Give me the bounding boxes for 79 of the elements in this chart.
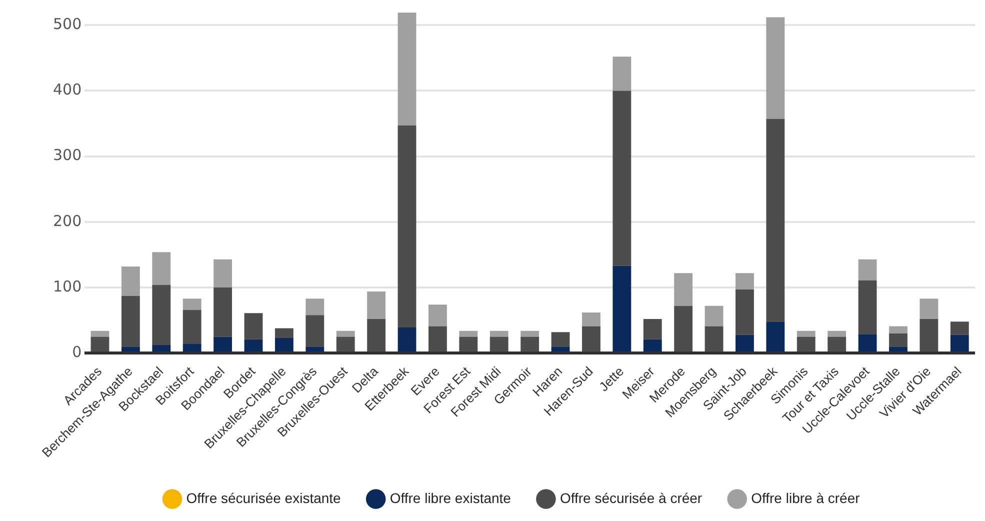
legend-label: Offre sécurisée existante bbox=[186, 490, 342, 506]
bar bbox=[551, 346, 570, 352]
bar bbox=[336, 330, 355, 337]
bar bbox=[152, 284, 171, 345]
bar bbox=[796, 330, 816, 337]
bar bbox=[920, 319, 938, 352]
bar bbox=[889, 326, 908, 334]
y-tick-label: 100 bbox=[52, 277, 82, 296]
bar bbox=[152, 344, 171, 352]
bar bbox=[889, 333, 908, 347]
y-tick-label: 400 bbox=[52, 80, 82, 99]
bar bbox=[828, 330, 846, 337]
bar bbox=[736, 334, 754, 352]
bar bbox=[736, 273, 754, 290]
bar bbox=[796, 336, 816, 352]
bar bbox=[398, 12, 416, 126]
bar bbox=[367, 319, 386, 352]
y-tick-label: 500 bbox=[52, 15, 82, 34]
y-tick-label: 300 bbox=[52, 146, 82, 164]
bar bbox=[306, 346, 324, 352]
bar bbox=[214, 259, 232, 288]
bar bbox=[920, 298, 938, 320]
bar bbox=[459, 330, 478, 337]
bar bbox=[336, 336, 355, 352]
bar bbox=[674, 306, 693, 352]
y-tick-label: 0 bbox=[72, 343, 82, 362]
bar bbox=[643, 339, 662, 352]
bar bbox=[582, 312, 600, 326]
bar bbox=[306, 315, 324, 347]
bar bbox=[828, 336, 846, 352]
bar bbox=[398, 125, 416, 328]
bar bbox=[520, 336, 540, 352]
legend-label: Offre libre à créer bbox=[751, 490, 860, 506]
bar bbox=[182, 310, 202, 344]
bar bbox=[736, 290, 754, 335]
bar bbox=[704, 306, 724, 326]
bar bbox=[551, 332, 570, 347]
bar bbox=[950, 322, 969, 335]
bar bbox=[858, 334, 877, 352]
bar bbox=[428, 304, 447, 326]
bar bbox=[459, 336, 478, 352]
bar bbox=[612, 90, 632, 266]
bar bbox=[766, 118, 785, 322]
bar bbox=[182, 298, 202, 310]
bar bbox=[121, 296, 140, 347]
legend-label: Offre sécurisée à créer bbox=[560, 490, 702, 506]
bar bbox=[244, 313, 263, 340]
bar bbox=[766, 17, 785, 119]
bar bbox=[490, 330, 508, 337]
bar bbox=[858, 280, 877, 334]
bar bbox=[950, 334, 969, 352]
bar bbox=[612, 266, 632, 352]
bar bbox=[244, 339, 263, 352]
legend-label: Offre libre existante bbox=[390, 490, 512, 506]
bar bbox=[428, 326, 447, 352]
bar bbox=[612, 56, 632, 91]
bar bbox=[643, 319, 662, 340]
bar bbox=[214, 288, 232, 337]
bar bbox=[367, 291, 386, 320]
bar bbox=[520, 330, 540, 337]
bar bbox=[858, 259, 877, 280]
bar bbox=[214, 336, 232, 352]
bar bbox=[490, 336, 508, 352]
bar bbox=[90, 336, 110, 352]
bar bbox=[90, 330, 110, 337]
bar bbox=[398, 328, 416, 352]
bar bbox=[766, 322, 785, 352]
bar bbox=[152, 252, 171, 285]
bar bbox=[306, 298, 324, 316]
bar bbox=[889, 346, 908, 352]
bar bbox=[121, 346, 140, 352]
bar bbox=[121, 266, 140, 296]
y-tick-label: 200 bbox=[52, 212, 82, 230]
bar bbox=[274, 338, 294, 352]
bar bbox=[674, 273, 693, 306]
bar bbox=[182, 344, 202, 352]
bar bbox=[704, 326, 724, 352]
bar bbox=[274, 328, 294, 338]
bar bbox=[582, 326, 600, 352]
